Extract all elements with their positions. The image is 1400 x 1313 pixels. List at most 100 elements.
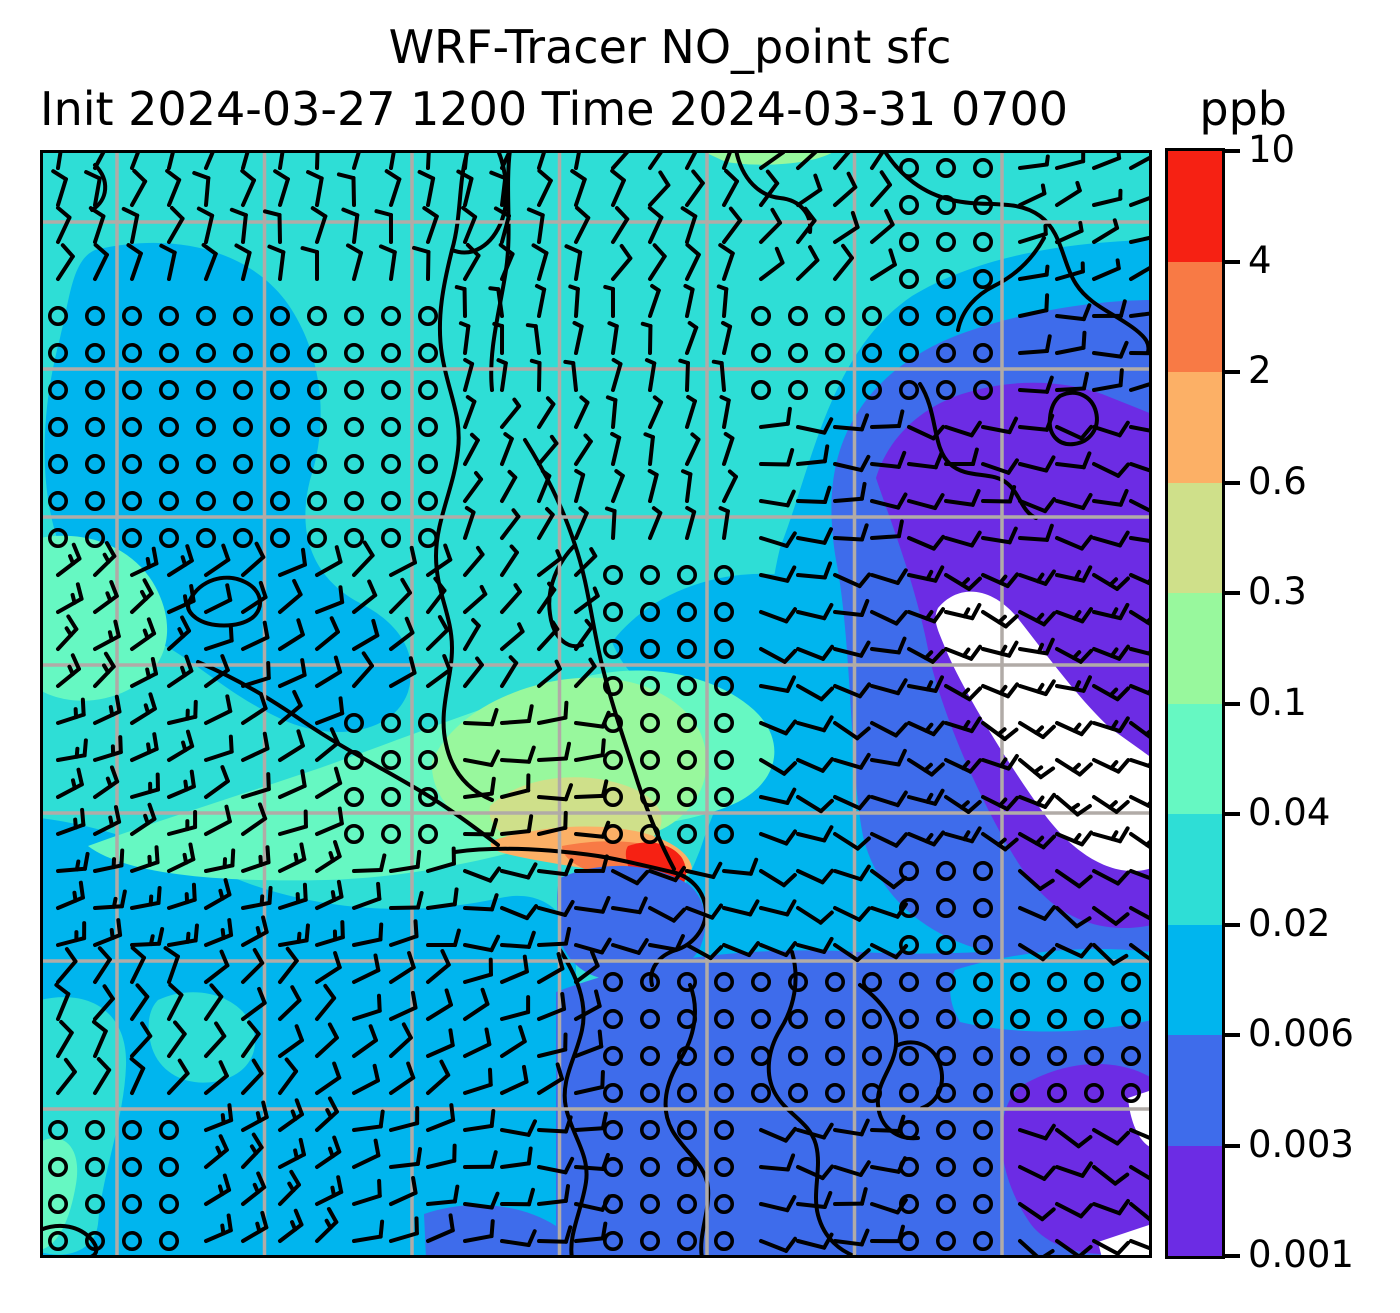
wind-barb-shaft xyxy=(759,832,789,846)
wind-barb-shaft xyxy=(796,610,827,621)
wind-barb-feather xyxy=(690,432,701,442)
wind-barb-shaft xyxy=(56,177,68,207)
region-cyan-bottomleft-region xyxy=(40,818,576,1258)
wind-barb-feather xyxy=(822,1190,833,1209)
wind-barb-shaft xyxy=(56,959,78,984)
calm-circle xyxy=(306,379,327,400)
calm-circle xyxy=(713,638,734,659)
wind-barb-shaft xyxy=(315,1189,344,1206)
wind-barb-feather xyxy=(63,1057,77,1074)
wind-barb-feather xyxy=(341,207,360,218)
wind-barb-feather xyxy=(452,887,459,907)
wind-barb-feather xyxy=(1032,765,1044,775)
wind-barb-feather xyxy=(683,283,695,292)
wind-barb-feather xyxy=(72,890,78,903)
wind-barb-shaft xyxy=(241,816,268,836)
wind-barb-feather xyxy=(1118,368,1124,388)
coastline xyxy=(766,950,862,1258)
wind-barb-shaft xyxy=(1055,425,1084,441)
wind-barb-shaft xyxy=(500,1161,531,1169)
wind-barb-feather xyxy=(464,505,476,515)
calm-circle xyxy=(343,379,364,400)
wind-barb-feather xyxy=(261,915,269,934)
wind-barb-feather xyxy=(1044,455,1056,473)
calm-circle xyxy=(898,971,919,992)
wind-barb-feather xyxy=(240,168,256,183)
wind-barb-shaft xyxy=(574,324,584,355)
wind-barb-feather xyxy=(785,1195,797,1213)
wind-barb-shaft xyxy=(278,1069,299,1095)
wind-barb-feather xyxy=(488,286,501,292)
wind-barb-shaft xyxy=(1055,1165,1085,1178)
wind-barb-feather xyxy=(503,432,514,441)
wind-barb-shaft xyxy=(870,1202,900,1215)
wind-barb-shaft xyxy=(352,1234,383,1243)
wind-barb-shaft xyxy=(204,1228,233,1243)
wind-barb-feather xyxy=(338,585,345,605)
wind-barb-feather xyxy=(574,468,586,477)
wind-barb-shaft xyxy=(463,1082,493,1095)
wind-barb-shaft xyxy=(759,499,790,508)
wind-barb-feather xyxy=(1075,180,1082,193)
wind-barb-feather xyxy=(327,1146,335,1159)
wind-barb-shaft xyxy=(685,472,693,503)
wind-barb-shaft xyxy=(204,892,232,910)
wind-barb-feather xyxy=(822,603,834,621)
wind-barb-feather xyxy=(189,769,196,789)
wind-barb-shaft xyxy=(759,758,787,776)
calm-circle xyxy=(898,1194,919,1215)
wind-barb-feather xyxy=(75,582,84,601)
wind-barb-feather xyxy=(711,359,724,366)
wind-barb-shaft xyxy=(56,254,75,281)
wind-barb-shaft xyxy=(685,214,698,244)
calm-circle xyxy=(380,379,401,400)
wind-barb-shaft xyxy=(278,150,285,170)
wind-barb-feather xyxy=(411,1176,418,1195)
wind-barb-shaft xyxy=(611,178,626,207)
wind-barb-shaft xyxy=(315,176,324,207)
wind-barb-shaft xyxy=(93,957,112,984)
wind-barb-feather xyxy=(154,845,160,865)
wind-barb-shaft xyxy=(315,629,340,651)
calm-circle xyxy=(122,490,143,511)
wind-barb-feather xyxy=(215,1145,223,1157)
coastline xyxy=(882,150,1151,354)
wind-barb-feather xyxy=(961,647,971,658)
wind-barb-shaft xyxy=(56,992,71,1021)
wind-barb-feather xyxy=(214,1021,227,1039)
wind-barb-shaft xyxy=(93,634,121,651)
wind-barb-feather xyxy=(333,655,343,674)
wind-barb-feather xyxy=(310,206,328,219)
calm-circle xyxy=(639,564,660,585)
wind-barb-shaft xyxy=(463,1123,494,1132)
wind-barb-shaft xyxy=(722,218,743,244)
wind-barb-shaft xyxy=(611,869,640,886)
wind-barb-feather xyxy=(78,880,85,900)
wind-barb-shaft xyxy=(1092,266,1121,281)
calm-circle xyxy=(935,1231,956,1252)
wind-barb-feather xyxy=(412,245,431,255)
wind-barb-feather xyxy=(1036,682,1045,694)
coastline xyxy=(547,543,584,649)
wind-barb-feather xyxy=(671,907,687,923)
wind-barb-feather xyxy=(1007,640,1019,658)
wind-barb-feather xyxy=(1115,258,1121,271)
wind-barb-feather xyxy=(822,561,833,580)
wind-barb-feather xyxy=(201,242,218,256)
wind-barb-feather xyxy=(923,650,934,661)
wind-barb-feather xyxy=(220,1113,226,1126)
wind-barb-feather xyxy=(589,949,600,968)
wind-barb-feather xyxy=(896,678,908,696)
wind-barb-feather xyxy=(1115,576,1130,591)
wind-barb-shaft xyxy=(981,684,1010,699)
wind-barb-feather xyxy=(1079,424,1094,441)
wind-barb-feather xyxy=(813,173,823,192)
wind-barb-shaft xyxy=(907,795,938,806)
wind-barb-shaft xyxy=(204,557,231,577)
wind-barb-shaft xyxy=(574,1003,602,1021)
wind-barb-feather xyxy=(785,565,797,583)
wind-barb-feather xyxy=(724,168,739,184)
wind-barb-shaft xyxy=(56,596,84,614)
wind-barb-shaft xyxy=(130,941,161,947)
wind-barb-shaft xyxy=(500,829,531,836)
